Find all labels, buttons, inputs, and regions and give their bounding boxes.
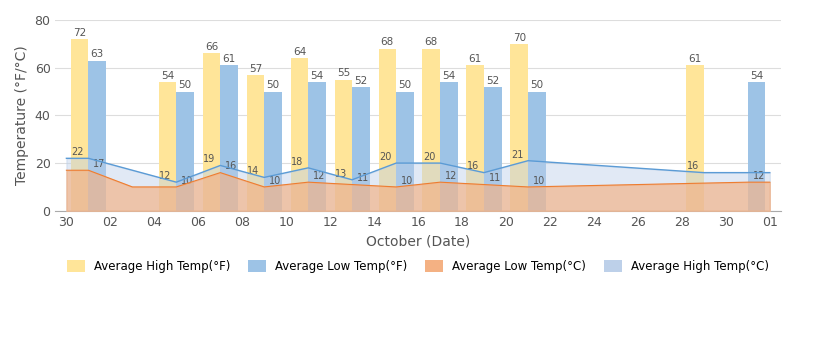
Y-axis label: Temperature (°F/°C): Temperature (°F/°C) <box>15 46 29 185</box>
Bar <box>378 49 396 211</box>
Text: 52: 52 <box>354 76 368 85</box>
Bar <box>71 39 88 211</box>
Text: 64: 64 <box>293 47 306 57</box>
Text: 21: 21 <box>510 150 523 160</box>
Bar <box>308 82 326 211</box>
Text: 12: 12 <box>313 171 325 181</box>
Text: 14: 14 <box>247 166 259 176</box>
Text: 13: 13 <box>335 169 347 178</box>
Text: 11: 11 <box>357 173 369 184</box>
Text: 61: 61 <box>688 54 701 64</box>
Text: 20: 20 <box>423 152 435 162</box>
Bar <box>466 65 484 211</box>
Text: 61: 61 <box>222 54 236 64</box>
Bar <box>220 65 238 211</box>
Legend: Average High Temp(°F), Average Low Temp(°F), Average Low Temp(°C), Average High : Average High Temp(°F), Average Low Temp(… <box>62 255 774 277</box>
Text: 12: 12 <box>445 171 457 181</box>
Bar <box>176 92 194 211</box>
Bar <box>396 92 413 211</box>
Text: 12: 12 <box>753 171 765 181</box>
Text: 10: 10 <box>533 176 545 186</box>
Text: 10: 10 <box>401 176 413 186</box>
Text: 16: 16 <box>225 161 237 172</box>
Text: 18: 18 <box>291 157 303 167</box>
Text: 54: 54 <box>310 71 324 81</box>
Text: 50: 50 <box>398 80 412 90</box>
Text: 57: 57 <box>249 64 262 73</box>
Bar <box>422 49 440 211</box>
Text: 61: 61 <box>469 54 482 64</box>
Text: 50: 50 <box>178 80 192 90</box>
Bar <box>510 44 528 211</box>
Bar <box>334 80 352 211</box>
Bar <box>290 58 308 211</box>
Text: 22: 22 <box>71 147 84 157</box>
Bar <box>88 60 106 211</box>
Text: 68: 68 <box>381 37 394 47</box>
Bar <box>264 92 282 211</box>
X-axis label: October (Date): October (Date) <box>366 234 471 248</box>
Text: 16: 16 <box>467 161 479 172</box>
Text: 66: 66 <box>205 42 218 52</box>
Text: 52: 52 <box>486 76 500 85</box>
Text: 19: 19 <box>203 154 216 164</box>
Text: 70: 70 <box>513 33 525 43</box>
Bar <box>686 65 704 211</box>
Text: 20: 20 <box>379 152 391 162</box>
Text: 10: 10 <box>269 176 281 186</box>
Bar <box>247 75 264 211</box>
Text: 54: 54 <box>161 71 174 81</box>
Text: 72: 72 <box>73 28 86 38</box>
Text: 50: 50 <box>530 80 544 90</box>
Bar <box>528 92 545 211</box>
Bar <box>440 82 457 211</box>
Text: 68: 68 <box>425 37 438 47</box>
Text: 63: 63 <box>90 49 104 59</box>
Text: 10: 10 <box>181 176 193 186</box>
Bar <box>203 53 220 211</box>
Bar <box>748 82 765 211</box>
Bar <box>484 87 501 211</box>
Text: 55: 55 <box>337 68 350 79</box>
Text: 17: 17 <box>93 159 105 169</box>
Text: 12: 12 <box>159 171 172 181</box>
Bar <box>159 82 176 211</box>
Text: 54: 54 <box>750 71 764 81</box>
Text: 50: 50 <box>266 80 280 90</box>
Text: 54: 54 <box>442 71 456 81</box>
Text: 16: 16 <box>686 161 699 172</box>
Text: 11: 11 <box>489 173 501 184</box>
Bar <box>352 87 369 211</box>
